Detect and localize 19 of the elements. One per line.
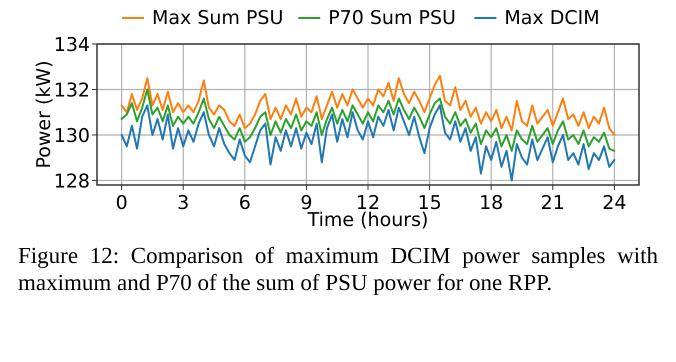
y-axis-title: Power (kW): [33, 60, 55, 169]
legend-label: P70 Sum PSU: [328, 7, 456, 29]
x-tick-label: 24: [602, 192, 626, 214]
y-tick-label: 132: [54, 79, 90, 102]
x-tick-label: 3: [177, 192, 190, 214]
x-tick-label: 0: [116, 192, 128, 214]
legend-label: Max Sum PSU: [152, 7, 284, 29]
line-series: [120, 104, 616, 182]
line-series: [120, 74, 616, 136]
y-tick-label: 134: [54, 34, 90, 56]
y-tick-label: 130: [54, 124, 90, 147]
caption: Figure 12: Comparison of maximum DCIM power samples with maximum and P70 of the sum of PSU power for one RPP.: [18, 242, 658, 296]
x-tick-label: 21: [540, 192, 565, 214]
line-series: [120, 88, 616, 152]
legend-label: Max DCIM: [504, 7, 600, 29]
y-tick-label: 128: [54, 170, 90, 192]
x-tick-label: 6: [238, 192, 251, 214]
x-tick-label: 18: [479, 192, 504, 214]
x-axis-title: Time (hours): [306, 209, 428, 231]
